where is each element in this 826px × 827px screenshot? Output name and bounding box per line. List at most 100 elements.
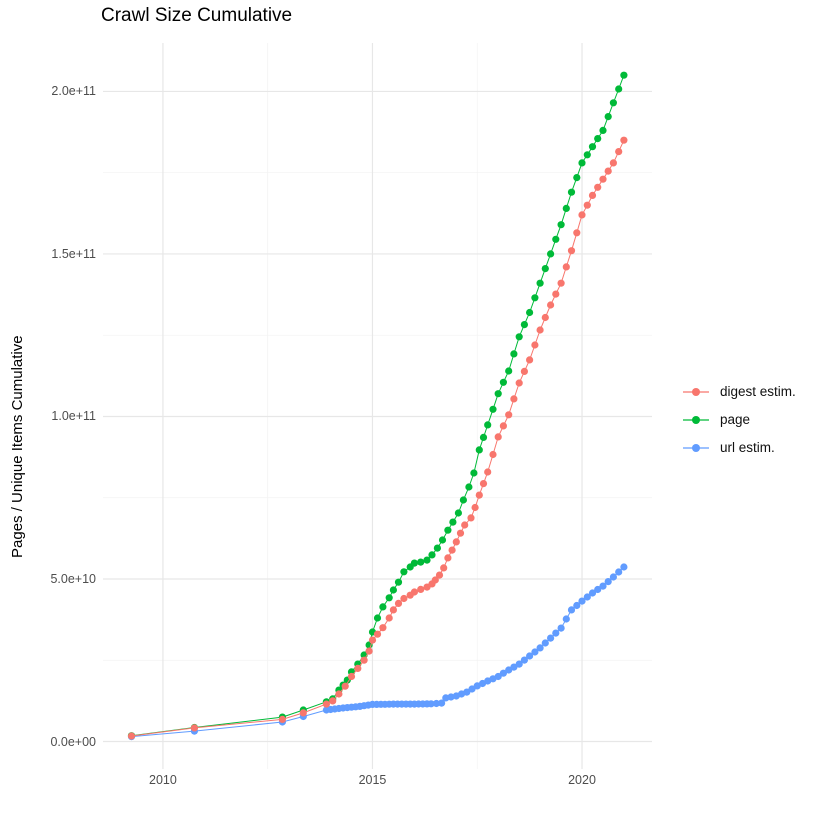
data-point xyxy=(615,85,623,93)
data-point xyxy=(394,578,403,586)
data-point xyxy=(578,211,586,219)
legend-label: digest estim. xyxy=(720,384,796,399)
data-point xyxy=(541,265,549,273)
legend-entry: digest estim. xyxy=(681,382,796,401)
data-point xyxy=(417,585,425,594)
data-point xyxy=(368,636,377,644)
data-point xyxy=(438,699,446,707)
data-point xyxy=(389,606,397,614)
data-point xyxy=(599,175,607,183)
legend-label: page xyxy=(720,412,751,427)
data-point xyxy=(531,648,539,656)
data-point xyxy=(479,433,488,441)
data-point xyxy=(541,639,549,647)
data-point xyxy=(588,589,597,597)
data-point xyxy=(127,732,136,740)
data-point xyxy=(594,585,602,594)
data-point xyxy=(615,148,623,156)
data-point xyxy=(435,571,444,579)
data-point xyxy=(278,715,286,724)
data-point xyxy=(547,634,555,642)
data-point xyxy=(515,333,523,341)
data-point xyxy=(410,559,418,567)
data-point xyxy=(520,367,528,375)
data-point xyxy=(599,582,607,590)
data-point xyxy=(510,395,518,403)
y-tick-label: 2.0e+11 xyxy=(51,84,96,99)
legend: digest estim. page url estim. xyxy=(681,382,796,466)
data-point xyxy=(394,599,403,608)
series-line-digest-estim- xyxy=(131,139,625,737)
data-point xyxy=(360,656,368,664)
data-point xyxy=(620,71,628,79)
data-point xyxy=(347,672,356,681)
data-point xyxy=(609,573,617,581)
data-point xyxy=(440,564,448,572)
data-point xyxy=(410,588,418,596)
data-point xyxy=(588,191,597,199)
data-point xyxy=(499,422,507,430)
data-point xyxy=(520,656,528,664)
data-point xyxy=(583,151,591,159)
x-tick-label: 2015 xyxy=(358,773,387,787)
data-point xyxy=(562,204,570,212)
data-point xyxy=(475,446,483,454)
data-point xyxy=(417,558,425,566)
chart-title: Crawl Size Cumulative xyxy=(101,5,293,26)
y-tick-label: 5.0e+10 xyxy=(50,571,96,586)
y-axis-title: Pages / Unique Items Cumulative xyxy=(9,335,26,558)
data-point xyxy=(322,700,330,708)
data-point xyxy=(385,594,393,602)
data-point xyxy=(620,563,628,571)
data-point xyxy=(567,247,576,255)
data-point xyxy=(531,341,539,349)
x-tick-label: 2010 xyxy=(149,773,177,787)
data-point xyxy=(454,509,462,517)
data-point xyxy=(609,99,617,107)
data-point xyxy=(567,606,576,614)
data-point xyxy=(449,518,457,526)
data-point xyxy=(552,235,560,243)
data-point xyxy=(604,167,612,175)
data-point xyxy=(463,688,471,696)
data-point xyxy=(335,690,343,698)
series-line-url-estim- xyxy=(131,566,625,738)
data-point xyxy=(604,113,612,121)
data-point xyxy=(531,294,539,302)
data-point xyxy=(536,326,544,334)
data-point xyxy=(459,496,467,504)
data-point xyxy=(456,529,465,537)
data-point xyxy=(373,614,382,622)
data-point xyxy=(567,188,576,196)
legend-label: url estim. xyxy=(720,440,775,455)
data-point xyxy=(562,615,570,623)
data-point xyxy=(468,685,476,693)
data-point xyxy=(465,483,473,491)
data-point xyxy=(484,468,492,476)
data-point xyxy=(354,664,362,673)
data-point xyxy=(588,143,597,151)
data-point xyxy=(552,290,560,298)
data-point xyxy=(573,601,581,610)
data-point xyxy=(379,603,387,611)
data-point xyxy=(578,159,586,167)
data-point xyxy=(594,135,602,143)
legend-key-icon xyxy=(683,415,709,424)
data-point xyxy=(526,308,534,317)
data-point xyxy=(499,669,507,677)
data-point xyxy=(385,614,393,622)
y-tick-label: 0.0e+00 xyxy=(50,734,96,749)
legend-key-icon xyxy=(683,443,709,452)
data-point xyxy=(526,652,534,660)
data-point xyxy=(444,526,452,534)
data-point xyxy=(341,682,349,690)
data-point xyxy=(484,421,492,429)
data-point xyxy=(557,221,565,229)
data-point xyxy=(452,538,460,546)
data-point xyxy=(400,568,408,576)
data-point xyxy=(505,411,513,419)
data-point xyxy=(444,554,452,562)
data-point xyxy=(489,405,497,413)
data-point xyxy=(583,593,591,601)
data-point xyxy=(494,433,502,441)
